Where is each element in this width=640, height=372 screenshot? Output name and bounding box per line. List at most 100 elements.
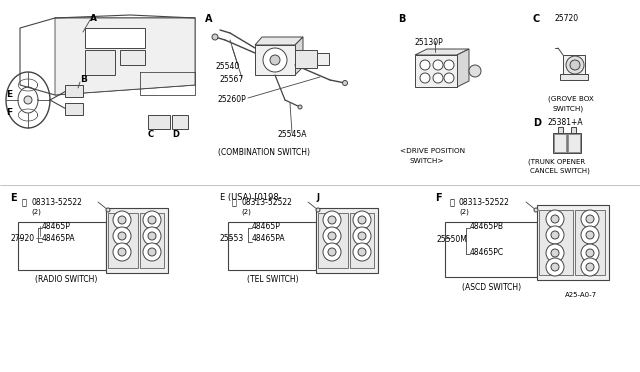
Circle shape (323, 211, 341, 229)
Circle shape (358, 216, 366, 224)
Text: 27920: 27920 (10, 234, 34, 243)
Text: 25260P: 25260P (218, 95, 247, 104)
Circle shape (353, 243, 371, 261)
Bar (554, 134, 566, 152)
Circle shape (581, 244, 599, 262)
Text: 25567: 25567 (220, 75, 244, 84)
Circle shape (323, 243, 341, 261)
Text: 48465PA: 48465PA (252, 234, 285, 243)
Circle shape (551, 231, 559, 239)
Text: Ⓢ: Ⓢ (22, 198, 27, 207)
Bar (148, 115, 170, 129)
Text: F: F (435, 193, 442, 203)
Text: Ⓢ: Ⓢ (450, 198, 455, 207)
Circle shape (270, 55, 280, 65)
Circle shape (113, 227, 131, 245)
Text: (TEL SWITCH): (TEL SWITCH) (247, 275, 299, 284)
Text: 48465PB: 48465PB (470, 222, 504, 231)
Text: E: E (6, 90, 12, 99)
Text: A25-A0-7: A25-A0-7 (565, 292, 597, 298)
Text: A: A (90, 14, 97, 23)
Circle shape (469, 65, 481, 77)
Bar (539, 210, 573, 275)
Circle shape (143, 227, 161, 245)
Text: C: C (148, 130, 154, 139)
Text: B: B (80, 75, 87, 84)
Circle shape (113, 211, 131, 229)
Circle shape (328, 232, 336, 240)
Text: 48465PA: 48465PA (42, 234, 76, 243)
Bar (316, 208, 378, 273)
Circle shape (358, 248, 366, 256)
Bar (560, 74, 588, 80)
Circle shape (342, 80, 348, 86)
Bar (172, 115, 188, 129)
Polygon shape (255, 37, 303, 45)
Circle shape (358, 232, 366, 240)
Text: 25553: 25553 (220, 234, 244, 243)
Bar (65, 85, 83, 97)
Bar (85, 28, 145, 48)
Circle shape (118, 232, 126, 240)
Text: B: B (398, 14, 405, 24)
Text: (2): (2) (31, 208, 41, 215)
Circle shape (546, 226, 564, 244)
Polygon shape (457, 49, 469, 87)
Text: (RADIO SWITCH): (RADIO SWITCH) (35, 275, 97, 284)
Circle shape (212, 34, 218, 40)
Circle shape (353, 227, 371, 245)
Circle shape (148, 216, 156, 224)
Text: E (USA) [0198-: E (USA) [0198- (220, 193, 282, 202)
Circle shape (323, 227, 341, 245)
Polygon shape (295, 37, 303, 75)
Bar (445, 222, 537, 277)
Text: 25130P: 25130P (415, 38, 444, 47)
Circle shape (551, 215, 559, 223)
Bar (18, 222, 106, 270)
Circle shape (546, 258, 564, 276)
Circle shape (551, 249, 559, 257)
Circle shape (148, 232, 156, 240)
Bar (106, 208, 168, 273)
Text: 48465PC: 48465PC (470, 248, 504, 257)
Text: 48465P: 48465P (42, 222, 71, 231)
Bar (140, 213, 164, 268)
Circle shape (433, 60, 443, 70)
Text: CANCEL SWITCH): CANCEL SWITCH) (530, 167, 590, 173)
Text: SWITCH): SWITCH) (553, 105, 584, 112)
Circle shape (263, 48, 287, 72)
Bar (65, 103, 83, 115)
Circle shape (444, 73, 454, 83)
Bar (553, 133, 581, 153)
Circle shape (328, 216, 336, 224)
Circle shape (581, 210, 599, 228)
Text: (GROVE BOX: (GROVE BOX (548, 95, 594, 102)
Bar (571, 127, 576, 133)
Text: (ASCD SWITCH): (ASCD SWITCH) (462, 283, 521, 292)
Circle shape (143, 211, 161, 229)
Text: (TRUNK OPENER: (TRUNK OPENER (528, 158, 585, 164)
Text: C: C (533, 14, 540, 24)
Text: 25550M: 25550M (437, 235, 468, 244)
Circle shape (581, 258, 599, 276)
Circle shape (420, 73, 430, 83)
Circle shape (24, 96, 32, 104)
Bar (558, 127, 563, 133)
Bar (568, 134, 580, 152)
Text: A: A (205, 14, 212, 24)
Circle shape (534, 208, 538, 212)
Text: 25545A: 25545A (278, 130, 307, 139)
Text: 25720: 25720 (555, 14, 579, 23)
Circle shape (106, 208, 110, 212)
Bar (537, 205, 609, 280)
Bar (563, 55, 585, 75)
Circle shape (420, 60, 430, 70)
Text: (2): (2) (459, 208, 469, 215)
Circle shape (118, 216, 126, 224)
Polygon shape (55, 18, 195, 95)
Circle shape (298, 105, 302, 109)
Text: (COMBINATION SWITCH): (COMBINATION SWITCH) (218, 148, 310, 157)
Circle shape (551, 263, 559, 271)
Bar (108, 213, 138, 268)
Text: 25540: 25540 (215, 62, 239, 71)
